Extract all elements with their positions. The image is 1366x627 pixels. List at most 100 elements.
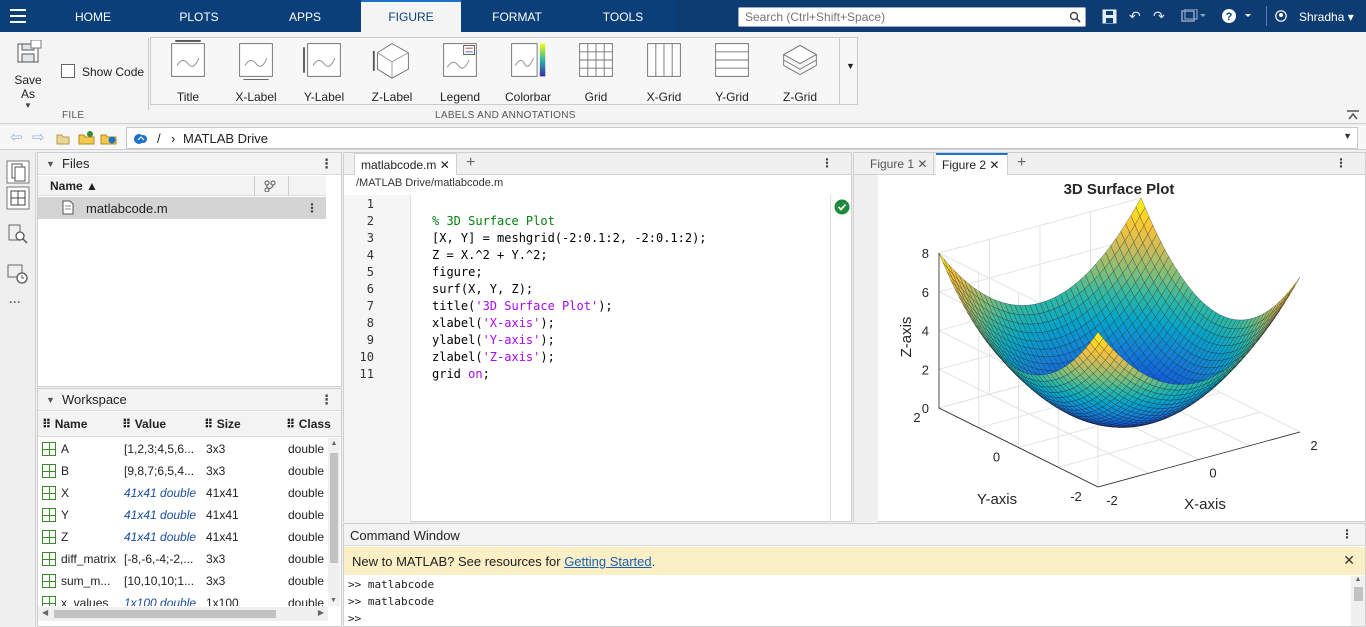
workspace-col-size[interactable]: ⠿ Size bbox=[204, 417, 241, 431]
code-line[interactable]: figure; bbox=[432, 265, 483, 279]
code-analyzer-ok-icon[interactable] bbox=[834, 199, 850, 215]
x-grid-button[interactable]: X-Grid bbox=[632, 40, 696, 104]
getting-started-link[interactable]: Getting Started bbox=[564, 554, 652, 569]
close-figure2-icon[interactable]: ✕ bbox=[989, 158, 1000, 172]
more-annotations-button[interactable]: ▼ bbox=[839, 37, 859, 105]
code-line[interactable]: surf(X, Y, Z); bbox=[432, 282, 534, 296]
more-panels-icon[interactable]: ··· bbox=[9, 295, 21, 309]
up-folder-icon[interactable] bbox=[56, 131, 70, 145]
var-class: double bbox=[288, 552, 325, 566]
workspace-panel-icon[interactable] bbox=[6, 186, 30, 210]
breadcrumb-matlab-drive[interactable]: MATLAB Drive bbox=[183, 131, 268, 146]
history-dropdown-icon[interactable]: ▼ bbox=[1343, 131, 1352, 141]
tab-format[interactable]: FORMAT bbox=[492, 10, 542, 24]
colorbar-button[interactable]: Colorbar bbox=[496, 40, 560, 104]
z-label-button[interactable]: Z-Label bbox=[360, 40, 424, 104]
folder-sync-icon[interactable] bbox=[100, 129, 118, 145]
files-panel-icon[interactable] bbox=[6, 160, 30, 184]
title-button[interactable]: Title bbox=[156, 40, 220, 104]
collapse-ribbon-icon[interactable] bbox=[1346, 110, 1360, 120]
save-icon[interactable] bbox=[1102, 9, 1117, 24]
search-input[interactable] bbox=[739, 8, 1059, 26]
close-tab-icon[interactable]: ✕ bbox=[439, 158, 450, 172]
code-line[interactable]: zlabel('Z-axis'); bbox=[432, 350, 555, 364]
legend-button[interactable]: Legend bbox=[428, 40, 492, 104]
workspace-col-class[interactable]: ⠿ Class bbox=[286, 417, 331, 431]
x-label-button[interactable]: X-Label bbox=[224, 40, 288, 104]
close-figure1-icon[interactable]: ✕ bbox=[917, 157, 928, 171]
code-line[interactable]: % 3D Surface Plot bbox=[432, 214, 555, 228]
code-line[interactable]: xlabel('X-axis'); bbox=[432, 316, 555, 330]
var-value: [1,2,3;4,5,6... bbox=[124, 442, 195, 456]
grid-button[interactable]: Grid bbox=[564, 40, 628, 104]
window-layout-icon[interactable] bbox=[1181, 9, 1205, 23]
search-box[interactable] bbox=[738, 7, 1086, 27]
code-line[interactable]: title('3D Surface Plot'); bbox=[432, 299, 613, 313]
tab-figure-2[interactable]: Figure 2 ✕ bbox=[936, 153, 1008, 175]
show-code-checkbox[interactable] bbox=[61, 64, 75, 78]
code-line[interactable]: ylabel('Y-axis'); bbox=[432, 333, 555, 347]
workspace-row[interactable]: x_values 1x100 double 1x100 double bbox=[38, 592, 328, 606]
workspace-row[interactable]: diff_matrix [-8,-6,-4;-2,... 3x3 double bbox=[38, 548, 328, 570]
tab-plots[interactable]: PLOTS bbox=[179, 10, 219, 24]
source-control-icon[interactable] bbox=[264, 180, 276, 192]
workspace-col-name[interactable]: ⠿ Name bbox=[42, 417, 88, 431]
menu-icon[interactable] bbox=[10, 9, 26, 23]
code-line[interactable]: [X, Y] = meshgrid(-2:0.1:2, -2:0.1:2); bbox=[432, 231, 707, 245]
search-icon[interactable] bbox=[1069, 11, 1081, 23]
command-line[interactable]: >> bbox=[348, 612, 362, 625]
new-tab-icon[interactable]: + bbox=[466, 154, 476, 171]
close-banner-icon[interactable]: ✕ bbox=[1343, 552, 1355, 568]
workspace-hscrollbar[interactable]: ◀ ▶ bbox=[38, 607, 328, 621]
command-history-icon[interactable] bbox=[6, 262, 30, 286]
tab-figure[interactable]: FIGURE bbox=[361, 0, 461, 32]
workspace-row[interactable]: X 41x41 double 41x41 double bbox=[38, 482, 328, 504]
command-line[interactable]: >> matlabcode bbox=[348, 578, 435, 591]
undo-icon[interactable]: ↶ bbox=[1129, 8, 1141, 24]
figure-menu-icon[interactable]: ⋮ bbox=[1335, 156, 1347, 170]
workspace-row[interactable]: B [9,8,7;6,5,4... 3x3 double bbox=[38, 460, 328, 482]
workspace-row[interactable]: sum_m... [10,10,10;1... 3x3 double bbox=[38, 570, 328, 592]
back-icon[interactable]: ⇦ bbox=[10, 129, 23, 146]
current-folder-field[interactable]: / › MATLAB Drive ▼ bbox=[126, 127, 1358, 149]
save-as-button[interactable]: Save As ▼ bbox=[6, 39, 50, 110]
y-grid-button[interactable]: Y-Grid bbox=[700, 40, 764, 104]
command-window-title: Command Window bbox=[350, 528, 460, 543]
tab-home[interactable]: HOME bbox=[75, 10, 111, 24]
tab-tools[interactable]: TOOLS bbox=[602, 10, 644, 24]
x-tick-label: 2 bbox=[1310, 438, 1317, 453]
help-icon[interactable]: ? bbox=[1221, 8, 1253, 24]
file-item-matlabcode[interactable]: matlabcode.m ⋮ bbox=[38, 197, 326, 219]
files-panel-header[interactable]: ▼ Files ⋮ bbox=[38, 153, 341, 175]
redo-icon[interactable]: ↷ bbox=[1153, 8, 1165, 24]
tab-apps[interactable]: APPS bbox=[288, 10, 321, 24]
workspace-panel-header[interactable]: ▼ Workspace ⋮ bbox=[38, 389, 341, 411]
new-figure-tab-icon[interactable]: + bbox=[1017, 154, 1027, 171]
command-window-scrollbar[interactable]: ▲ bbox=[1351, 576, 1365, 626]
command-line[interactable]: >> matlabcode bbox=[348, 595, 435, 608]
title-label: Title bbox=[176, 90, 200, 104]
files-panel-menu-icon[interactable]: ⋮ bbox=[320, 156, 333, 171]
workspace-row[interactable]: A [1,2,3;4,5,6... 3x3 double bbox=[38, 438, 328, 460]
code-line[interactable]: grid on; bbox=[432, 367, 490, 381]
find-files-icon[interactable] bbox=[6, 222, 30, 246]
code-line[interactable]: Z = X.^2 + Y.^2; bbox=[432, 248, 548, 262]
editor-menu-icon[interactable]: ⋮ bbox=[821, 156, 833, 170]
editor-tab-matlabcode[interactable]: matlabcode.m ✕ bbox=[354, 153, 457, 175]
user-icon[interactable] bbox=[1275, 10, 1287, 22]
tab-figure-1[interactable]: Figure 1 ✕ bbox=[864, 153, 934, 175]
name-column-header[interactable]: Name ▲ bbox=[50, 179, 98, 193]
file-item-menu-icon[interactable]: ⋮ bbox=[306, 201, 318, 215]
workspace-row[interactable]: Z 41x41 double 41x41 double bbox=[38, 526, 328, 548]
browse-folder-icon[interactable] bbox=[78, 129, 96, 145]
forward-icon[interactable]: ⇨ bbox=[32, 129, 45, 146]
workspace-panel-menu-icon[interactable]: ⋮ bbox=[320, 392, 333, 407]
workspace-row[interactable]: Y 41x41 double 41x41 double bbox=[38, 504, 328, 526]
z-grid-button[interactable]: Z-Grid bbox=[768, 40, 832, 104]
user-name[interactable]: Shradha ▾ bbox=[1299, 10, 1354, 24]
workspace-col-value[interactable]: ⠿ Value bbox=[122, 417, 167, 431]
command-window-menu-icon[interactable]: ⋮ bbox=[1341, 527, 1353, 541]
workspace-vscrollbar[interactable]: ▲ ▼ bbox=[328, 438, 340, 606]
y-label-button[interactable]: Y-Label bbox=[292, 40, 356, 104]
